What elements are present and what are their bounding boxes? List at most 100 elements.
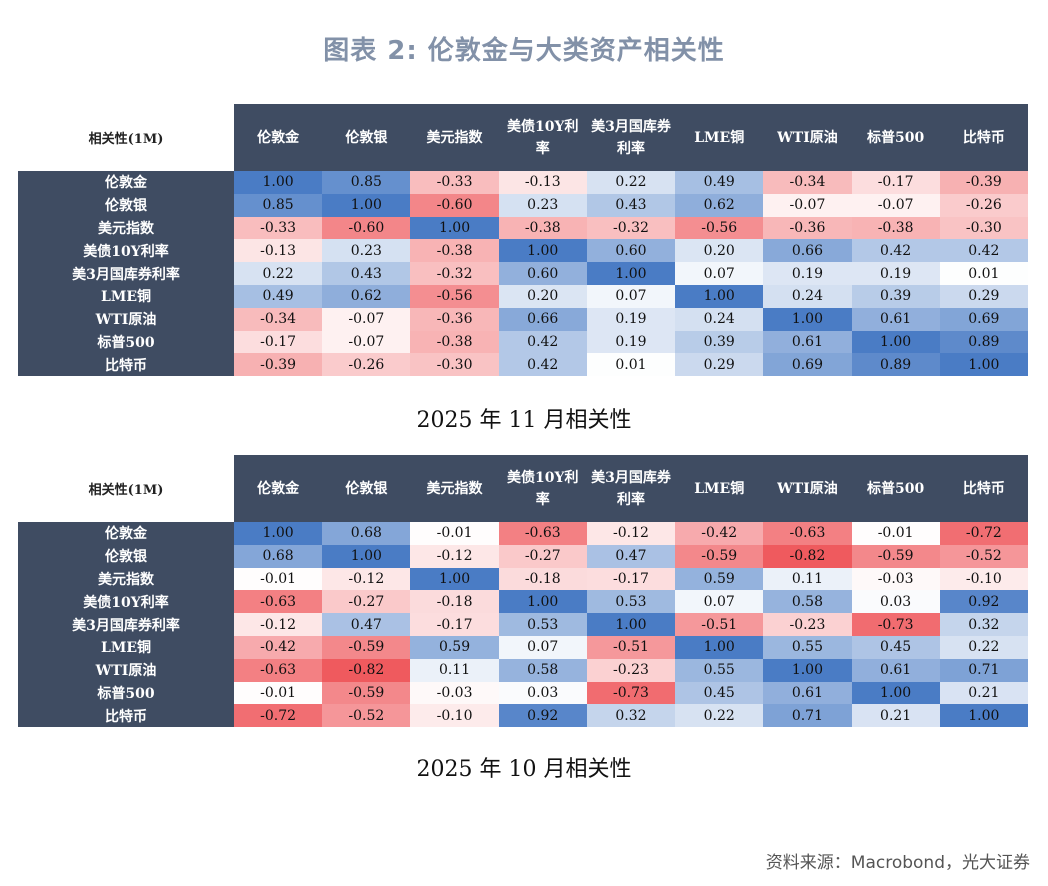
heatmap-cell: 0.62 — [322, 285, 410, 308]
heatmap-cell: -0.03 — [410, 682, 498, 705]
column-header: 比特币 — [940, 104, 1028, 171]
heatmap-cell: 1.00 — [499, 590, 587, 613]
heatmap-cell: 0.03 — [852, 590, 940, 613]
heatmap-cell: 0.55 — [675, 659, 763, 682]
caption-nov: 2025 年 11 月相关性 — [0, 402, 1048, 434]
heatmap-cell: -0.63 — [499, 522, 587, 545]
heatmap-cell: -0.51 — [587, 636, 675, 659]
heatmap-cell: -0.32 — [410, 262, 498, 285]
heatmap-cell: -0.63 — [234, 659, 322, 682]
heatmap-cell: 0.39 — [852, 285, 940, 308]
matrix-row: 比特币 -0.72 -0.52 -0.10 0.92 0.32 0.22 0.71 0.21 1.… — [18, 704, 1028, 727]
heatmap-cell: 0.29 — [940, 285, 1028, 308]
heatmap-cell: 0.92 — [499, 704, 587, 727]
heatmap-cell: 0.53 — [587, 590, 675, 613]
heatmap-cell: 0.11 — [763, 568, 851, 591]
heatmap-cell: 0.19 — [587, 308, 675, 331]
heatmap-cell: 0.07 — [587, 285, 675, 308]
heatmap-cell: 0.20 — [675, 239, 763, 262]
heatmap-cell: 0.89 — [940, 331, 1028, 354]
heatmap-cell: -0.59 — [322, 682, 410, 705]
heatmap-cell: 0.47 — [322, 613, 410, 636]
heatmap-cell: -0.23 — [587, 659, 675, 682]
heatmap-cell: 0.23 — [499, 194, 587, 217]
heatmap-cell: 1.00 — [940, 704, 1028, 727]
row-header: 标普500 — [18, 331, 234, 354]
heatmap-cell: -0.52 — [322, 704, 410, 727]
heatmap-cell: 0.07 — [675, 262, 763, 285]
row-header: 伦敦金 — [18, 522, 234, 545]
heatmap-cell: -0.07 — [322, 331, 410, 354]
matrix-header: 相关性(1M) 伦敦金 伦敦银 美元指数 美债10Y利率 美3月国库券利率 LME铜 WTI… — [18, 104, 1028, 171]
row-header: 美债10Y利率 — [18, 239, 234, 262]
heatmap-cell: 0.07 — [675, 590, 763, 613]
column-header: 伦敦银 — [322, 455, 410, 522]
heatmap-cell: 0.32 — [940, 613, 1028, 636]
heatmap-cell: -0.32 — [587, 217, 675, 240]
heatmap-cell: 0.45 — [852, 636, 940, 659]
heatmap-cell: 0.53 — [499, 613, 587, 636]
heatmap-cell: -0.12 — [234, 613, 322, 636]
column-header: 标普500 — [852, 455, 940, 522]
matrix-row: 标普500 -0.17 -0.07 -0.38 0.42 0.19 0.39 0.61 1.00… — [18, 331, 1028, 354]
heatmap-cell: -0.13 — [234, 239, 322, 262]
correlation-matrix-nov: 相关性(1M) 伦敦金 伦敦银 美元指数 美债10Y利率 美3月国库券利率 LME铜 WTI… — [18, 104, 1028, 376]
heatmap-cell: -0.10 — [940, 568, 1028, 591]
column-header: 美3月国库券利率 — [587, 104, 675, 171]
correlation-matrix-oct: 相关性(1M) 伦敦金 伦敦银 美元指数 美债10Y利率 美3月国库券利率 LME铜 WTI… — [18, 455, 1028, 727]
heatmap-cell: -0.12 — [410, 545, 498, 568]
heatmap-cell: 0.42 — [940, 239, 1028, 262]
heatmap-cell: 0.22 — [940, 636, 1028, 659]
heatmap-cell: 0.42 — [499, 353, 587, 376]
heatmap-cell: -0.73 — [852, 613, 940, 636]
heatmap-cell: 0.22 — [587, 171, 675, 194]
heatmap-cell: 0.60 — [587, 239, 675, 262]
heatmap-cell: 0.22 — [234, 262, 322, 285]
matrix-row: 标普500 -0.01 -0.59 -0.03 0.03 -0.73 0.45 0.61 1.0… — [18, 682, 1028, 705]
row-header: WTI原油 — [18, 308, 234, 331]
heatmap-cell: 0.29 — [675, 353, 763, 376]
heatmap-cell: -0.27 — [499, 545, 587, 568]
heatmap-cell: -0.56 — [410, 285, 498, 308]
heatmap-cell: -0.63 — [763, 522, 851, 545]
row-header: 美3月国库券利率 — [18, 613, 234, 636]
matrix-row: 美3月国库券利率 0.22 0.43 -0.32 0.60 1.00 0.07 0.19 0.1… — [18, 262, 1028, 285]
row-header: 伦敦银 — [18, 545, 234, 568]
heatmap-cell: 1.00 — [234, 171, 322, 194]
matrix-body: 伦敦金 1.00 0.85 -0.33 -0.13 0.22 0.49 -0.34 -0.17-… — [18, 171, 1028, 376]
matrix-row: 伦敦银 0.68 1.00 -0.12 -0.27 0.47 -0.59 -0.82 -0.59… — [18, 545, 1028, 568]
heatmap-cell: -0.38 — [852, 217, 940, 240]
heatmap-cell: -0.17 — [852, 171, 940, 194]
heatmap-cell: -0.60 — [322, 217, 410, 240]
heatmap-cell: -0.72 — [940, 522, 1028, 545]
heatmap-cell: -0.36 — [763, 217, 851, 240]
matrix-row: WTI原油 -0.63 -0.82 0.11 0.58 -0.23 0.55 1.00 0.61… — [18, 659, 1028, 682]
corner-label: 相关性(1M) — [18, 455, 234, 522]
heatmap-cell: -0.38 — [410, 239, 498, 262]
heatmap-cell: 0.59 — [410, 636, 498, 659]
heatmap-cell: -0.30 — [940, 217, 1028, 240]
heatmap-cell: -0.59 — [852, 545, 940, 568]
heatmap-cell: 1.00 — [763, 659, 851, 682]
heatmap-cell: 0.47 — [587, 545, 675, 568]
caption-oct: 2025 年 10 月相关性 — [0, 751, 1048, 783]
heatmap-cell: -0.01 — [234, 682, 322, 705]
row-header: 标普500 — [18, 682, 234, 705]
heatmap-cell: -0.56 — [675, 217, 763, 240]
heatmap-cell: 1.00 — [587, 262, 675, 285]
row-header: 美元指数 — [18, 568, 234, 591]
heatmap-cell: -0.34 — [234, 308, 322, 331]
heatmap-cell: 0.19 — [763, 262, 851, 285]
heatmap-cell: -0.33 — [234, 217, 322, 240]
heatmap-cell: 0.66 — [763, 239, 851, 262]
row-header: 比特币 — [18, 704, 234, 727]
heatmap-cell: 0.85 — [234, 194, 322, 217]
matrix-row: 伦敦金 1.00 0.85 -0.33 -0.13 0.22 0.49 -0.34 -0.17-… — [18, 171, 1028, 194]
row-header: WTI原油 — [18, 659, 234, 682]
column-header: LME铜 — [675, 104, 763, 171]
heatmap-cell: -0.01 — [852, 522, 940, 545]
heatmap-cell: 0.01 — [940, 262, 1028, 285]
matrix-row: 美债10Y利率 -0.63 -0.27 -0.18 1.00 0.53 0.07 0.58 0.… — [18, 590, 1028, 613]
heatmap-cell: -0.01 — [234, 568, 322, 591]
matrix-row: LME铜 0.49 0.62 -0.56 0.20 0.07 1.00 0.24 0.39 0.2… — [18, 285, 1028, 308]
